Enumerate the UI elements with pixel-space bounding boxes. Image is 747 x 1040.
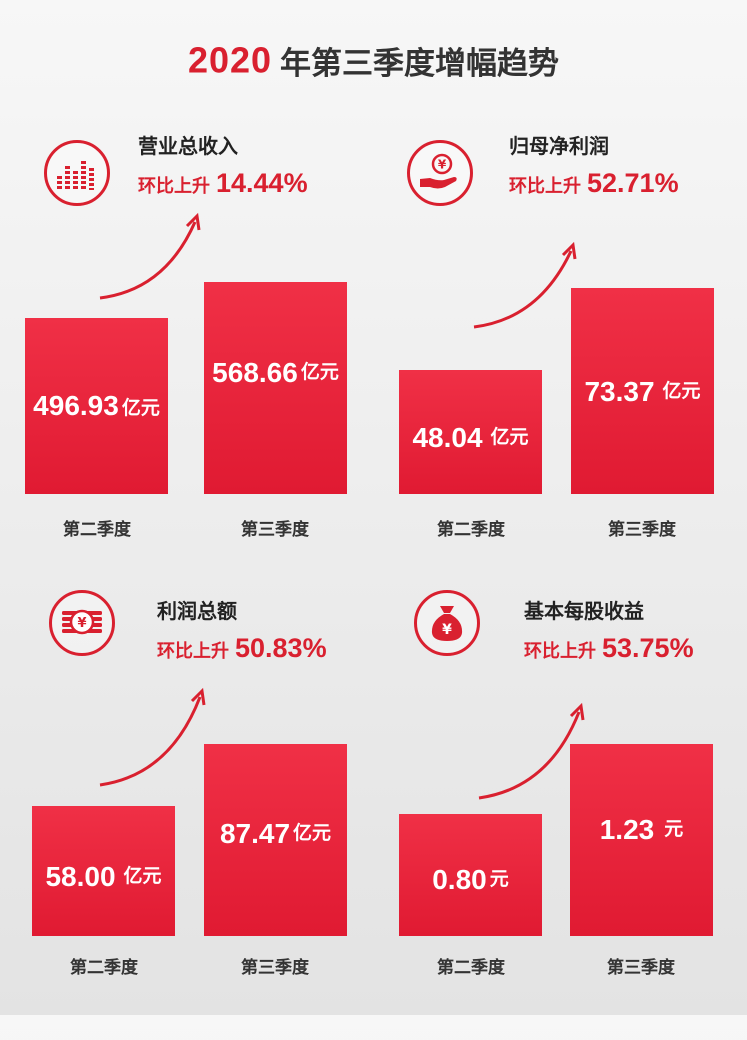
bar-value: 568.66 (212, 357, 298, 388)
title-text: 年第三季度增幅趋势 (280, 46, 560, 82)
trend-arrow-icon (99, 212, 201, 300)
metric-title: 基本每股收益 (524, 599, 644, 623)
bar-value: 73.37 (584, 376, 655, 407)
metric-panel-net-profit: ¥ 归母净利润 环比上升 52.71% 48.04 亿元 73.37 亿元 第二季度 … (374, 120, 747, 580)
change-label: 环比上升 (509, 176, 581, 197)
category-label: 第二季度 (63, 520, 131, 540)
bar-q3: 87.47 亿元 (204, 744, 347, 936)
category-label: 第二季度 (437, 958, 505, 978)
bar-unit: 亿元 (662, 380, 701, 402)
change-text: 环比上升 53.75% (524, 633, 694, 664)
bar-q2: 58.00 亿元 (32, 806, 175, 936)
bar-q3: 568.66 亿元 (204, 282, 347, 494)
svg-text:¥: ¥ (77, 616, 86, 631)
page-title: 2020 年第三季度增幅趋势 (0, 38, 747, 83)
bar-unit: 元 (489, 868, 509, 890)
title-year: 2020 (187, 39, 273, 81)
bar-q2: 48.04 亿元 (399, 370, 542, 494)
change-text: 环比上升 14.44% (138, 168, 308, 199)
metric-title: 营业总收入 (138, 134, 238, 158)
bar-value: 58.00 (45, 861, 116, 892)
change-text: 环比上升 52.71% (509, 168, 679, 199)
bar-value: 1.23 (599, 814, 655, 845)
change-value: 52.71% (587, 168, 679, 198)
change-value: 53.75% (602, 633, 694, 663)
category-label: 第二季度 (437, 520, 505, 540)
change-label: 环比上升 (138, 176, 210, 197)
bar-value: 0.80 (432, 864, 487, 895)
trend-arrow-icon (473, 241, 577, 329)
svg-text:¥: ¥ (442, 622, 452, 638)
bar-chart-icon (44, 140, 110, 206)
metric-panel-total-profit: ¥ 利润总额 环比上升 50.83% 58.00 亿元 87.47 亿元 第二季度 第… (0, 580, 373, 1040)
trend-arrow-icon (478, 702, 585, 800)
bar-q2: 496.93 亿元 (25, 318, 168, 494)
bar-unit: 亿元 (121, 396, 160, 419)
category-label: 第三季度 (608, 520, 676, 540)
category-label: 第二季度 (70, 958, 138, 978)
metric-title: 归母净利润 (509, 134, 609, 158)
money-bag-icon: ¥ (414, 590, 480, 656)
category-label: 第三季度 (241, 958, 309, 978)
change-label: 环比上升 (524, 641, 596, 662)
bar-q2: 0.80 元 (399, 814, 542, 936)
change-value: 14.44% (216, 168, 308, 198)
bar-value: 48.04 (412, 422, 483, 453)
bar-unit: 亿元 (293, 822, 332, 844)
metric-panel-revenue: 营业总收入 环比上升 14.44% 496.93 亿元 568.66 亿元 第二季度 … (0, 120, 373, 580)
metric-title: 利润总额 (157, 599, 237, 623)
bar-unit: 亿元 (490, 426, 529, 448)
bar-value: 87.47 (219, 818, 291, 849)
coin-stack-icon: ¥ (49, 590, 115, 656)
trend-arrow-icon (99, 687, 206, 787)
metric-panel-eps: ¥ 基本每股收益 环比上升 53.75% 0.80 元 1.23 元 第二季度 第三季… (374, 580, 747, 1040)
bar-q3: 73.37 亿元 (571, 288, 714, 494)
bar-unit: 元 (664, 818, 684, 840)
hand-yuan-coin-icon: ¥ (407, 140, 473, 206)
bar-unit: 亿元 (300, 361, 339, 383)
bar-q3: 1.23 元 (570, 744, 713, 936)
category-label: 第三季度 (607, 958, 675, 978)
change-value: 50.83% (235, 633, 327, 663)
bar-unit: 亿元 (123, 865, 162, 887)
svg-text:¥: ¥ (438, 158, 447, 172)
bar-value: 496.93 (33, 390, 119, 421)
category-label: 第三季度 (241, 520, 309, 540)
change-label: 环比上升 (157, 641, 229, 662)
change-text: 环比上升 50.83% (157, 633, 327, 664)
